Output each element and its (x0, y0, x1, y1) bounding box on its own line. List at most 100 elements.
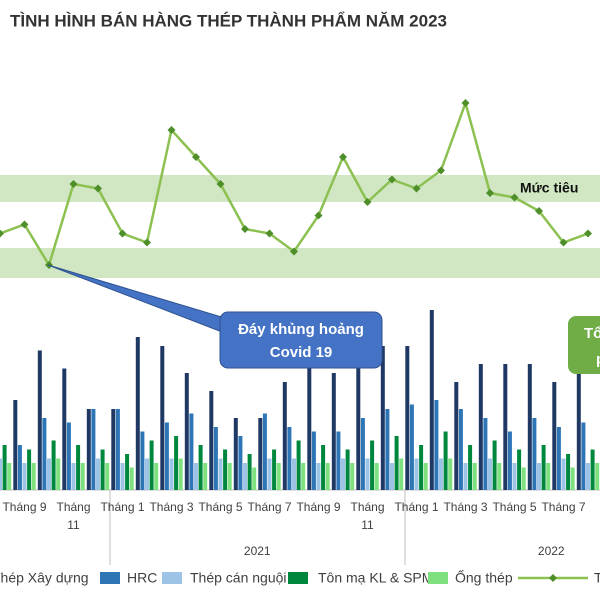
bar (91, 409, 96, 490)
x-tick-label: Tháng 3 (149, 500, 193, 514)
bar (262, 413, 267, 490)
x-tick-label: Tháng 11 (350, 500, 384, 532)
bar (37, 350, 42, 490)
bar (472, 463, 477, 490)
bar (478, 364, 483, 490)
bar (125, 454, 130, 490)
bar (56, 458, 61, 490)
bar (42, 418, 47, 490)
bar (552, 382, 557, 490)
bar (51, 440, 56, 490)
marker (20, 220, 29, 229)
bar (247, 454, 252, 490)
bar (570, 467, 575, 490)
bar (429, 310, 434, 490)
bar (272, 449, 277, 490)
bar (443, 431, 448, 490)
bar (527, 364, 532, 490)
bar (292, 458, 296, 490)
bar (120, 463, 125, 490)
legend-label: Ống thép (455, 569, 513, 586)
marker (143, 238, 151, 247)
bar (178, 458, 183, 490)
bar (164, 422, 169, 490)
bar (62, 368, 67, 490)
bar (149, 440, 154, 490)
bar (325, 463, 330, 490)
x-tick-label: Tháng 1 (100, 500, 144, 514)
bar (209, 391, 214, 490)
callout-text: Covid 19 (270, 344, 333, 361)
x-tick-label: Tháng 5 (198, 500, 242, 514)
bar (468, 445, 473, 490)
legend-label: Thép cán nguội (190, 570, 287, 586)
marker (265, 229, 274, 238)
bar (184, 373, 189, 490)
bar (365, 458, 370, 490)
bar (307, 364, 312, 490)
x-tick-label: Tháng 9 (2, 500, 46, 514)
bar (521, 467, 526, 490)
bar (595, 463, 600, 490)
bar (341, 458, 345, 490)
bar (390, 463, 394, 490)
bar (287, 427, 292, 490)
bar (227, 463, 232, 490)
bar (296, 440, 301, 490)
bar (448, 458, 453, 490)
bar (576, 373, 581, 490)
bar (174, 436, 179, 490)
bar (586, 463, 590, 490)
bar (434, 400, 439, 490)
bar (282, 382, 287, 490)
marker (216, 180, 225, 188)
bar (233, 418, 238, 490)
bar (71, 463, 76, 490)
bar (169, 458, 174, 490)
marker (94, 184, 102, 193)
marker (437, 166, 445, 175)
bar (497, 463, 502, 490)
bar (370, 440, 375, 490)
bar (160, 346, 165, 490)
legend-marker (549, 574, 557, 582)
bar (488, 458, 492, 490)
marker (535, 207, 543, 215)
bar (405, 346, 410, 490)
bar (454, 382, 459, 490)
callout-text: Đáy khủng hoảng (238, 321, 364, 338)
marker (241, 225, 249, 233)
marker (192, 153, 200, 161)
bar (0, 458, 2, 490)
x-tick-label: Tháng 9 (296, 500, 340, 514)
x-tick-label: Tháng 5 (492, 500, 536, 514)
bar (66, 422, 71, 490)
legend-label: Tôn mạ KL & SPM (318, 570, 433, 586)
bar (115, 409, 120, 490)
bar (581, 422, 586, 490)
bar (154, 463, 159, 490)
bar (7, 463, 12, 490)
bar (76, 445, 81, 490)
bar (507, 431, 512, 490)
bar (86, 409, 91, 490)
group-label: 2022 (538, 544, 565, 558)
bar (2, 445, 7, 490)
bar (380, 346, 385, 490)
bar (198, 445, 203, 490)
bar (517, 449, 522, 490)
callout-box (219, 311, 383, 369)
marker (584, 229, 592, 238)
x-tick-label: Tháng 1 (394, 500, 438, 514)
x-tick-label: Tháng 3 (443, 500, 487, 514)
bar (423, 463, 428, 490)
legend-swatch (162, 572, 182, 584)
bar (316, 463, 321, 490)
bar (419, 445, 424, 490)
bar (590, 449, 595, 490)
bar (463, 463, 468, 490)
bar (105, 463, 110, 490)
bar (47, 458, 51, 490)
bar (360, 418, 365, 490)
